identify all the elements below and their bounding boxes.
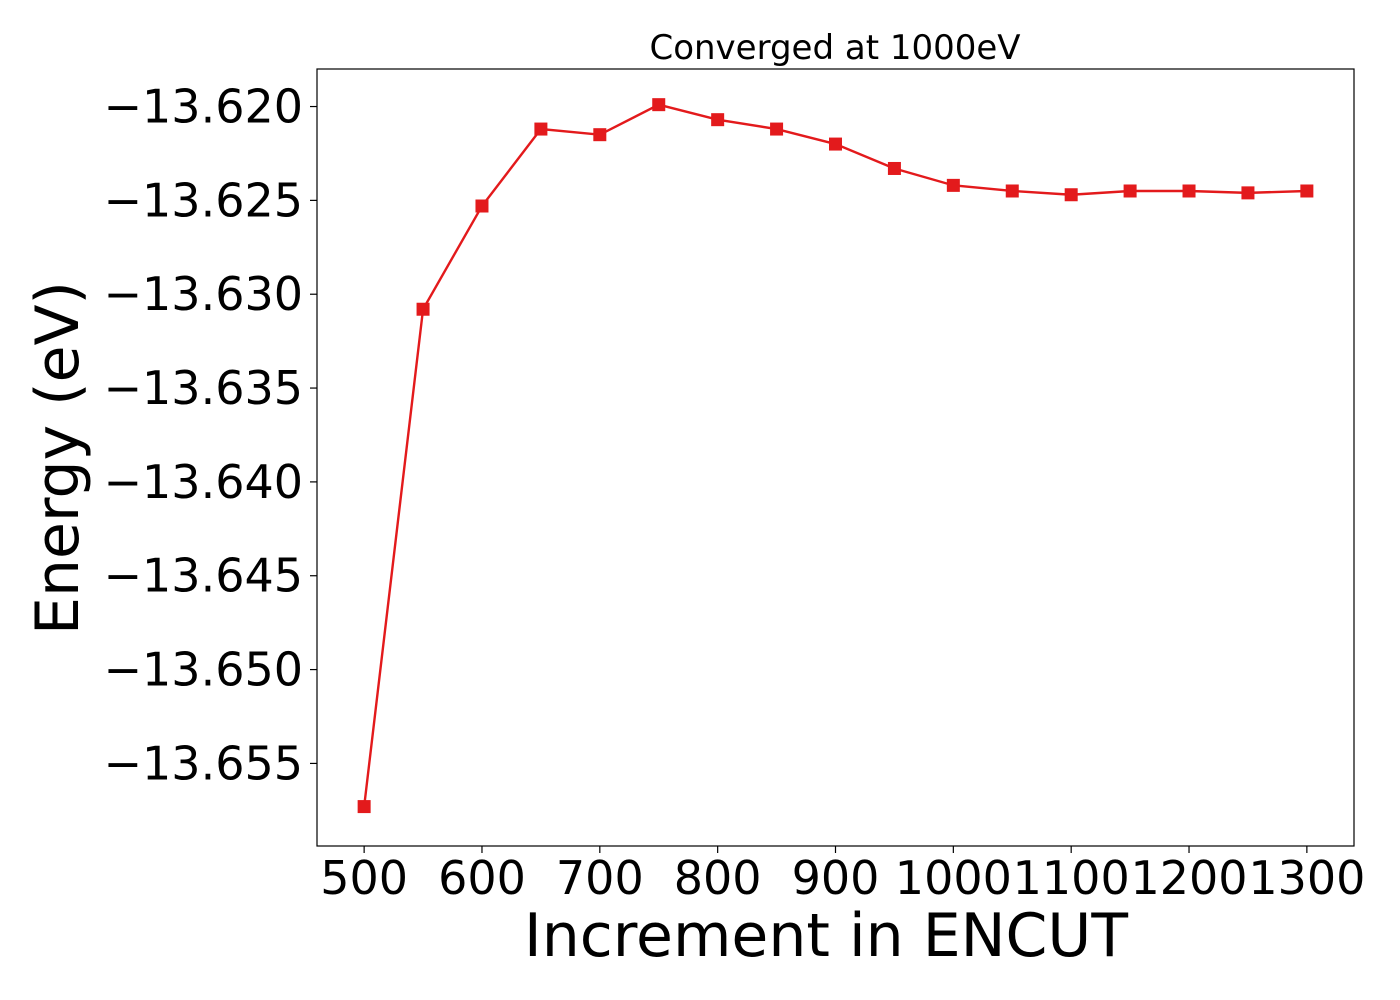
x-tick-label: 800: [674, 851, 762, 905]
y-tick-label: −13.635: [104, 361, 304, 415]
data-point: [946, 178, 960, 192]
y-tick-label: −13.640: [104, 455, 304, 509]
x-tick-label: 1300: [1248, 851, 1365, 905]
data-point: [652, 98, 666, 112]
data-point: [1182, 184, 1196, 198]
data-point: [593, 128, 607, 142]
data-point: [1123, 184, 1137, 198]
chart-title: Converged at 1000eV: [649, 28, 1020, 68]
data-point: [357, 800, 371, 814]
data-point: [829, 137, 842, 151]
data-point: [770, 122, 784, 136]
y-axis: −13.620 −13.625 −13.630 −13.635 −13.640 −13.6…: [104, 80, 317, 790]
y-tick-label: −13.655: [104, 736, 304, 790]
y-tick-label: −13.630: [104, 267, 304, 321]
x-tick-label: 900: [792, 851, 880, 905]
y-axis-label: Energy (eV): [23, 281, 93, 635]
y-tick-label: −13.625: [104, 173, 304, 227]
data-point: [1241, 186, 1255, 200]
data-point: [711, 113, 725, 127]
x-tick-label: 1000: [895, 851, 1012, 905]
x-tick-label: 500: [320, 851, 408, 905]
data-point: [1064, 188, 1078, 202]
data-point: [534, 122, 548, 136]
data-point: [1005, 184, 1019, 198]
data-point: [416, 302, 430, 316]
x-axis: 500 600 700 800 900 1000 1100 1200 1300: [320, 846, 1365, 905]
data-point: [1300, 184, 1314, 198]
x-tick-label: 1200: [1130, 851, 1247, 905]
x-axis-label: Increment in ENCUT: [524, 901, 1128, 971]
x-tick-label: 700: [556, 851, 644, 905]
data-point: [475, 199, 489, 213]
plot-area: [357, 98, 1314, 814]
y-tick-label: −13.650: [104, 643, 304, 697]
x-tick-label: 1100: [1013, 851, 1130, 905]
y-tick-label: −13.620: [104, 80, 304, 134]
data-point: [887, 161, 901, 175]
x-tick-label: 600: [438, 851, 526, 905]
y-tick-label: −13.645: [104, 549, 304, 603]
